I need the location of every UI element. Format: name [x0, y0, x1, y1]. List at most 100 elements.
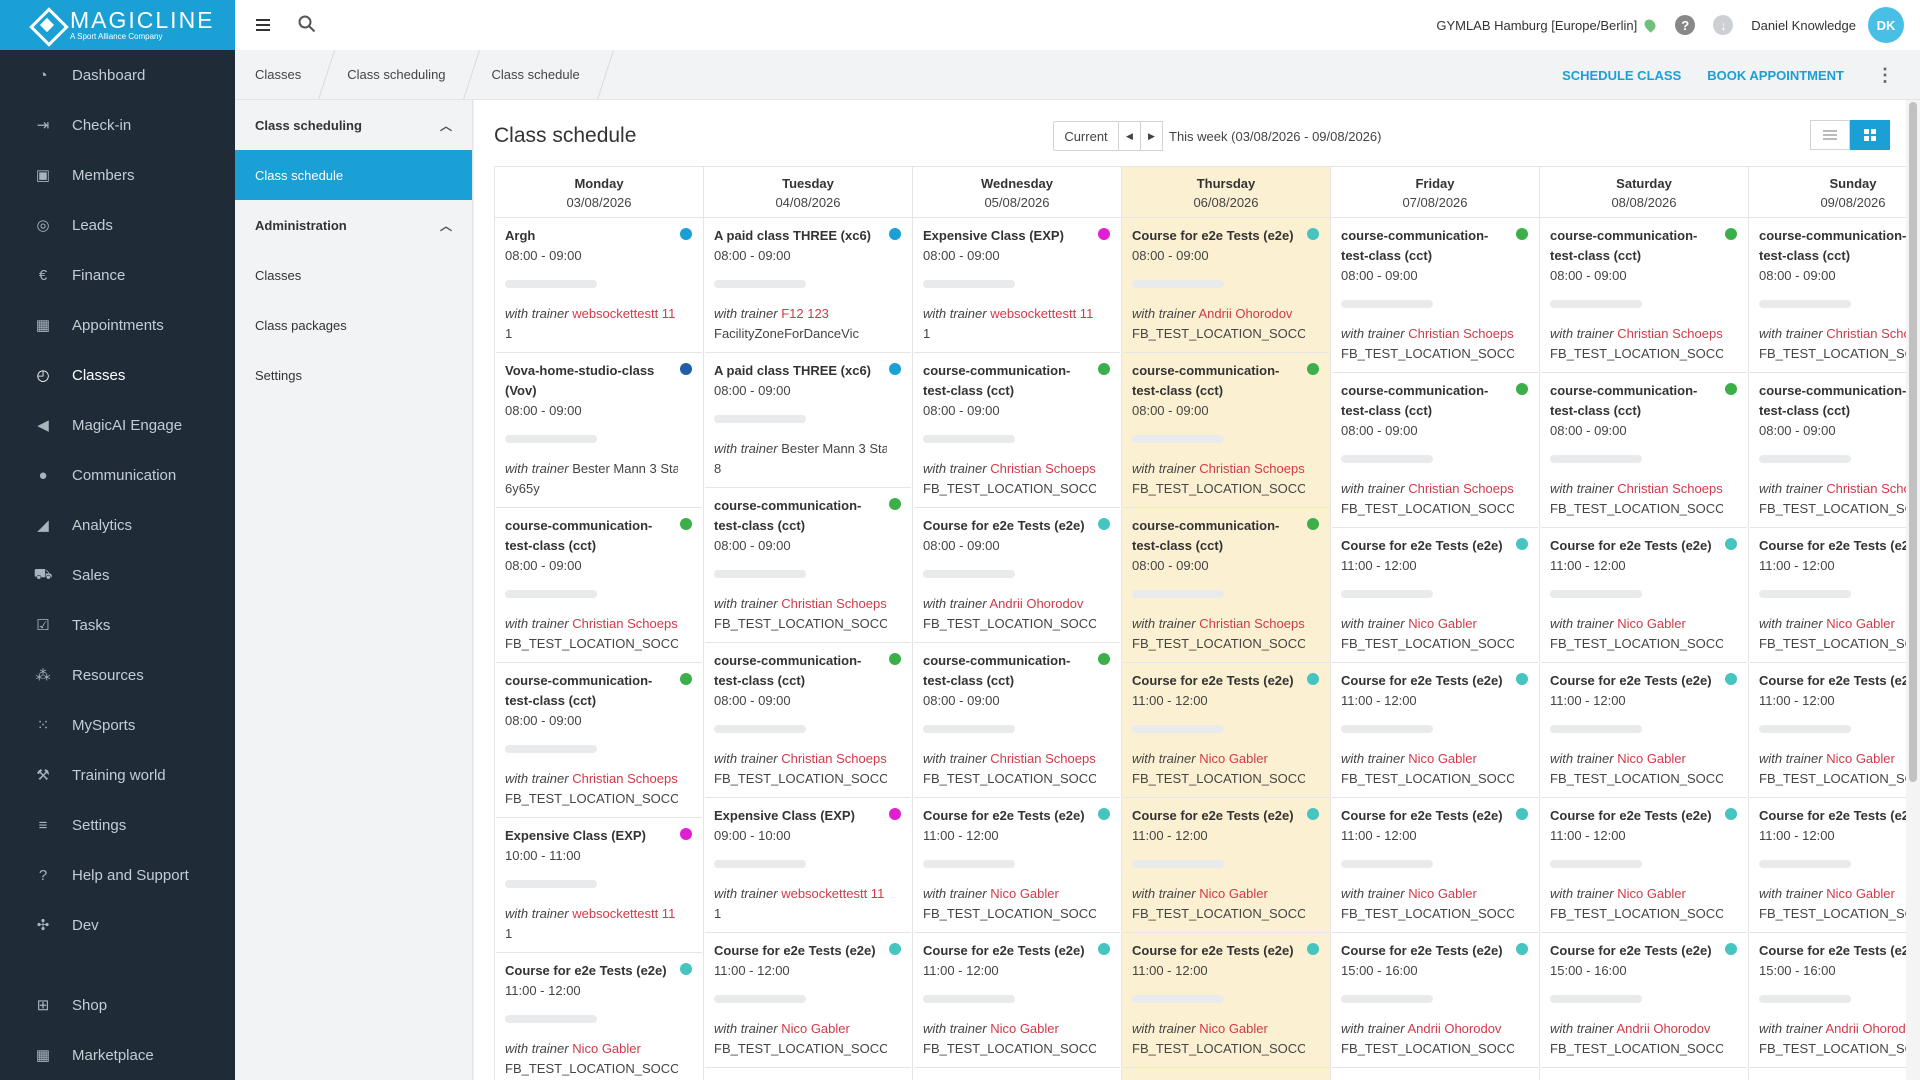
trainer-prefix: with trainer	[1132, 886, 1196, 901]
subnav-item-classes[interactable]: Classes	[255, 267, 302, 283]
class-event-card[interactable]: course-communication-test-class (cct) 08:…	[914, 643, 1120, 798]
class-event-card[interactable]: course-communication-test-class (cct) 08:…	[914, 353, 1120, 508]
subnav-section-class-scheduling[interactable]: Class scheduling ︿	[255, 117, 452, 133]
class-event-card[interactable]: A paid class THREE (xc6) 08:00 - 09:00 wit…	[705, 218, 911, 353]
class-event-card[interactable]: Course for e2e Tests (e2e) 11:00 - 12:00 w…	[1541, 528, 1747, 663]
subnav-item-class-packages[interactable]: Class packages	[255, 317, 347, 333]
trainer-name: Nico Gabler	[1826, 616, 1895, 631]
sidebar-item-magicai-engage[interactable]: ◀ MagicAI Engage	[0, 400, 235, 450]
sidebar-item-members[interactable]: ▣ Members	[0, 150, 235, 200]
class-event-card[interactable]: Course for e2e Tests (e2e) 11:00 - 12:00 w…	[1123, 798, 1329, 933]
class-event-card[interactable]: Expensive Class (EXP) 08:00 - 09:00 with t…	[914, 218, 1120, 353]
trainer-prefix: with trainer	[1550, 751, 1614, 766]
help-icon[interactable]: ?	[1675, 15, 1696, 35]
class-event-card[interactable]: course-communication-test-class (cct) 08:…	[705, 643, 911, 798]
class-event-card[interactable]: Course for e2e Tests (e2e) 15:00 - 16:00 w…	[1750, 933, 1920, 1068]
class-event-card[interactable]: Course for e2e Tests (e2e) 11:00 - 12:00 w…	[1332, 663, 1538, 798]
next-week-button[interactable]: ▶	[1141, 121, 1163, 151]
trainer-name: Bester Mann 3 Stars	[572, 461, 678, 476]
grid-view-button[interactable]	[1850, 120, 1890, 150]
subnav-item-class-schedule[interactable]: Class schedule	[235, 150, 472, 200]
scrollbar-thumb[interactable]	[1909, 102, 1917, 782]
magicline-logo[interactable]: MAGICLINE A Sport Alliance Company	[0, 0, 235, 50]
sidebar-item-communication[interactable]: ● Communication	[0, 450, 235, 500]
class-event-card[interactable]: Expensive Class (EXP) 10:00 - 11:00 with t…	[496, 818, 702, 953]
more-options-icon[interactable]: ⋮	[1876, 64, 1894, 85]
schedule-class-button[interactable]: SCHEDULE CLASS	[1562, 67, 1682, 83]
download-icon[interactable]: ↓	[1713, 15, 1734, 35]
class-event-card[interactable]: course-communication-test-class (cct) 08:…	[496, 663, 702, 818]
class-event-card[interactable]: Course for e2e Tests (e2e) 11:00 - 12:00 w…	[1123, 663, 1329, 798]
sidebar-item-classes[interactable]: ◴ Classes	[0, 350, 235, 400]
sidebar-item-marketplace[interactable]: ▦ Marketplace	[0, 1030, 235, 1080]
class-event-card[interactable]: Course for e2e Tests (e2e) 11:00 - 12:00 w…	[1541, 663, 1747, 798]
sidebar-item-resources[interactable]: ⁂ Resources	[0, 650, 235, 700]
class-event-card[interactable]: Course for e2e Tests (e2e) 11:00 - 12:00 w…	[496, 953, 702, 1080]
sidebar-item-mysports[interactable]: ⁙ MySports	[0, 700, 235, 750]
class-event-card[interactable]: Course for e2e Tests (e2e) 11:00 - 12:00 w…	[1750, 663, 1920, 798]
class-event-card[interactable]: course-communication-test-class (cct) 08:…	[1123, 508, 1329, 663]
capacity-bar	[1132, 280, 1224, 288]
class-trainer: with trainer Christian Schoeps	[505, 614, 678, 634]
class-title: Course for e2e Tests (e2e)	[1550, 808, 1712, 823]
sidebar-item-sales[interactable]: ⛟ Sales	[0, 550, 235, 600]
class-event-card[interactable]: Course for e2e Tests (e2e) 11:00 - 12:00 w…	[1332, 528, 1538, 663]
class-title: Course for e2e Tests (e2e)	[1550, 538, 1712, 553]
class-event-card[interactable]: course-communication-test-class (cct) 08:…	[496, 508, 702, 663]
class-event-card[interactable]: Course for e2e Tests (e2e) 11:00 - 12:00 w…	[705, 933, 911, 1068]
class-event-card[interactable]: Course for e2e Tests (e2e) 08:00 - 09:00 w…	[1123, 218, 1329, 353]
class-event-card[interactable]: Course for e2e Tests (e2e) 15:00 - 16:00 w…	[1541, 933, 1747, 1068]
user-name[interactable]: Daniel Knowledge	[1751, 17, 1856, 33]
sidebar-item-shop[interactable]: ⊞ Shop	[0, 980, 235, 1030]
class-event-card[interactable]: Vova-home-studio-class (Vov) 08:00 - 09:0…	[496, 353, 702, 508]
sidebar-item-dev[interactable]: ✣ Dev	[0, 900, 235, 950]
scrollbar[interactable]	[1906, 100, 1920, 1080]
class-event-card[interactable]: course-communication-test-class (cct) 08:…	[1123, 353, 1329, 508]
avatar[interactable]: DK	[1868, 7, 1904, 43]
studio-location[interactable]: GYMLAB Hamburg [Europe/Berlin]	[1436, 17, 1638, 33]
subnav-item-settings[interactable]: Settings	[255, 367, 302, 383]
sidebar-item-dashboard[interactable]: ◔ Dashboard	[0, 50, 235, 100]
class-event-card[interactable]: Course for e2e Tests (e2e) 11:00 - 12:00 w…	[1332, 798, 1538, 933]
capacity-bar	[923, 725, 1015, 733]
class-event-card[interactable]: Expensive Class (EXP) 09:00 - 10:00 with t…	[705, 798, 911, 933]
book-appointment-button[interactable]: BOOK APPOINTMENT	[1707, 67, 1844, 83]
class-event-card[interactable]: Course for e2e Tests (e2e) 11:00 - 12:00 w…	[1750, 798, 1920, 933]
class-event-card[interactable]: course-communication-test-class (cct) 08:…	[1750, 218, 1920, 373]
sidebar-item-help-and-support[interactable]: ? Help and Support	[0, 850, 235, 900]
class-event-card[interactable]: Course for e2e Tests (e2e) 11:00 - 12:00 w…	[1123, 933, 1329, 1068]
sidebar-item-analytics[interactable]: ◢ Analytics	[0, 500, 235, 550]
class-event-card[interactable]: course-communication-test-class (cct) 08:…	[1541, 373, 1747, 528]
class-event-card[interactable]: Course for e2e Tests (e2e) 11:00 - 12:00 w…	[1541, 798, 1747, 933]
menu-icon[interactable]	[253, 15, 273, 35]
class-event-card[interactable]: Argh 08:00 - 09:00 with trainer websockett…	[496, 218, 702, 353]
current-week-button[interactable]: Current	[1053, 121, 1119, 151]
sidebar-item-settings[interactable]: ≡ Settings	[0, 800, 235, 850]
class-event-card[interactable]: Course for e2e Tests (e2e) 11:00 - 12:00 w…	[914, 933, 1120, 1068]
subnav-section-administration[interactable]: Administration ︿	[255, 217, 452, 233]
list-view-button[interactable]	[1810, 120, 1850, 150]
class-event-card[interactable]: Course for e2e Tests (e2e) 15:00 - 16:00 w…	[1332, 933, 1538, 1068]
search-icon[interactable]	[297, 14, 317, 34]
sidebar-item-tasks[interactable]: ☑ Tasks	[0, 600, 235, 650]
class-event-card[interactable]: course-communication-test-class (cct) 08:…	[1332, 373, 1538, 528]
breadcrumb-class-scheduling[interactable]: Class scheduling	[327, 50, 471, 100]
sidebar-item-check-in[interactable]: ⇥ Check-in	[0, 100, 235, 150]
class-event-card[interactable]: course-communication-test-class (cct) 08:…	[1750, 373, 1920, 528]
class-event-card[interactable]: course-communication-test-class (cct) 08:…	[1332, 218, 1538, 373]
class-event-card[interactable]: Course for e2e Tests (e2e) 11:00 - 12:00 w…	[1750, 528, 1920, 663]
sidebar-item-finance[interactable]: € Finance	[0, 250, 235, 300]
class-event-card[interactable]: Course for e2e Tests (e2e) 11:00 - 12:00 w…	[914, 798, 1120, 933]
sidebar-item-appointments[interactable]: ▦ Appointments	[0, 300, 235, 350]
class-location: FB_TEST_LOCATION_SOCCER_1	[1550, 346, 1723, 361]
class-event-card[interactable]: course-communication-test-class (cct) 08:…	[705, 488, 911, 643]
sidebar-item-leads[interactable]: ◎ Leads	[0, 200, 235, 250]
trainer-name: Christian Schoeps	[572, 616, 678, 631]
class-event-card[interactable]: Course for e2e Tests (e2e) 08:00 - 09:00 w…	[914, 508, 1120, 643]
sidebar-item-training-world[interactable]: ⚒ Training world	[0, 750, 235, 800]
class-event-card[interactable]: course-communication-test-class (cct) 08:…	[1541, 218, 1747, 373]
class-time: 11:00 - 12:00	[1132, 693, 1208, 708]
breadcrumb-classes[interactable]: Classes	[235, 50, 327, 100]
previous-week-button[interactable]: ◀	[1119, 121, 1141, 151]
class-event-card[interactable]: A paid class THREE (xc6) 08:00 - 09:00 wit…	[705, 353, 911, 488]
